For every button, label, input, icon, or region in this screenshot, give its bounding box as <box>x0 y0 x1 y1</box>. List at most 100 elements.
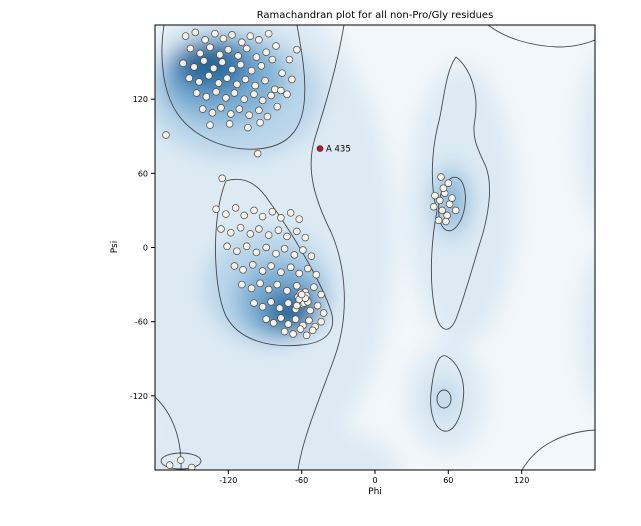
y-axis-ticks: 120 60 0 -60 -120 <box>130 95 155 401</box>
residue-point <box>295 269 303 278</box>
residue-point <box>240 95 248 103</box>
residue-point <box>439 184 448 192</box>
residue-point <box>162 131 170 139</box>
residue-point <box>283 232 291 241</box>
residue-point <box>165 461 174 469</box>
residue-point <box>185 74 193 82</box>
residue-point <box>273 102 281 111</box>
residue-point <box>196 49 204 58</box>
residue-point <box>258 212 267 221</box>
residue-point <box>444 179 453 187</box>
residue-point <box>437 173 445 181</box>
residue-point <box>191 28 200 37</box>
residue-point <box>283 90 291 98</box>
residue-point <box>247 284 256 293</box>
residue-point <box>217 225 225 233</box>
residue-point <box>208 109 217 117</box>
residue-point <box>228 65 236 74</box>
residue-point <box>268 207 277 216</box>
residue-point <box>293 227 301 236</box>
density-map <box>155 25 595 470</box>
residue-point <box>306 306 314 315</box>
residue-point <box>212 88 220 96</box>
residue-point <box>431 191 439 200</box>
residue-point <box>272 249 280 258</box>
x-tick-label: -60 <box>295 476 308 485</box>
residue-point <box>240 211 248 220</box>
residue-point <box>261 76 269 85</box>
residue-point <box>218 174 226 183</box>
residue-point <box>205 71 213 80</box>
residue-point <box>195 78 203 86</box>
residue-point <box>228 31 236 39</box>
residue-point <box>214 79 223 87</box>
residue-point <box>242 44 251 53</box>
residue-point <box>268 55 277 64</box>
residue-point <box>264 231 273 239</box>
x-axis-ticks: -120 -60 0 60 120 <box>219 470 529 485</box>
residue-point <box>264 285 273 294</box>
residue-point <box>299 246 307 254</box>
residue-point <box>255 36 263 44</box>
residue-point <box>216 50 224 59</box>
residue-point <box>275 304 284 312</box>
residue-point <box>307 252 316 260</box>
residue-point <box>211 29 219 38</box>
residue-point <box>289 330 297 338</box>
residue-point <box>231 204 240 212</box>
residue-point <box>186 44 195 53</box>
residue-point <box>308 326 317 335</box>
residue-point <box>227 228 235 237</box>
residue-point <box>267 91 275 100</box>
residue-point <box>277 268 285 276</box>
y-tick-label: 120 <box>133 95 148 104</box>
residue-point <box>246 32 255 40</box>
residue-point <box>236 223 245 232</box>
residue-point <box>264 29 273 38</box>
residue-point <box>218 58 226 66</box>
residue-point <box>263 112 272 121</box>
y-axis-label: Psi <box>110 241 120 253</box>
residue-point <box>262 315 270 323</box>
residue-point <box>250 206 258 215</box>
x-axis-label: Phi <box>368 487 382 497</box>
chart-title: Ramachandran plot for all non-Pro/Gly re… <box>257 10 494 21</box>
residue-point <box>234 52 242 60</box>
residue-point <box>250 90 258 98</box>
residue-point <box>284 299 292 307</box>
x-tick-label: -120 <box>219 476 237 485</box>
residue-point <box>302 331 311 340</box>
residue-point <box>267 262 275 270</box>
residue-point <box>201 36 209 44</box>
residue-point <box>223 74 231 82</box>
residue-point <box>442 217 450 226</box>
x-tick-label: 120 <box>514 476 529 485</box>
residue-point <box>233 247 241 255</box>
residue-point <box>285 55 294 64</box>
residue-point <box>200 57 208 65</box>
residue-point <box>271 85 279 94</box>
residue-point <box>235 105 244 113</box>
residue-point <box>230 89 239 97</box>
residue-point <box>293 45 301 54</box>
y-tick-label: 60 <box>138 169 148 178</box>
residue-point <box>317 290 325 299</box>
y-tick-label: 0 <box>143 244 148 253</box>
residue-point <box>256 279 264 288</box>
residue-point <box>206 43 214 52</box>
residue-point <box>286 209 295 217</box>
residue-point <box>217 104 225 112</box>
residue-point <box>291 315 300 323</box>
residue-point <box>206 121 214 129</box>
residue-points <box>162 28 460 470</box>
residue-point <box>258 303 267 311</box>
residue-point <box>290 251 299 259</box>
residue-point <box>429 202 438 211</box>
residue-point <box>277 214 285 222</box>
residue-point <box>434 216 443 225</box>
residue-point <box>286 263 295 272</box>
residue-point <box>258 96 267 105</box>
residue-point <box>258 267 267 275</box>
highlighted-residue <box>316 145 324 152</box>
